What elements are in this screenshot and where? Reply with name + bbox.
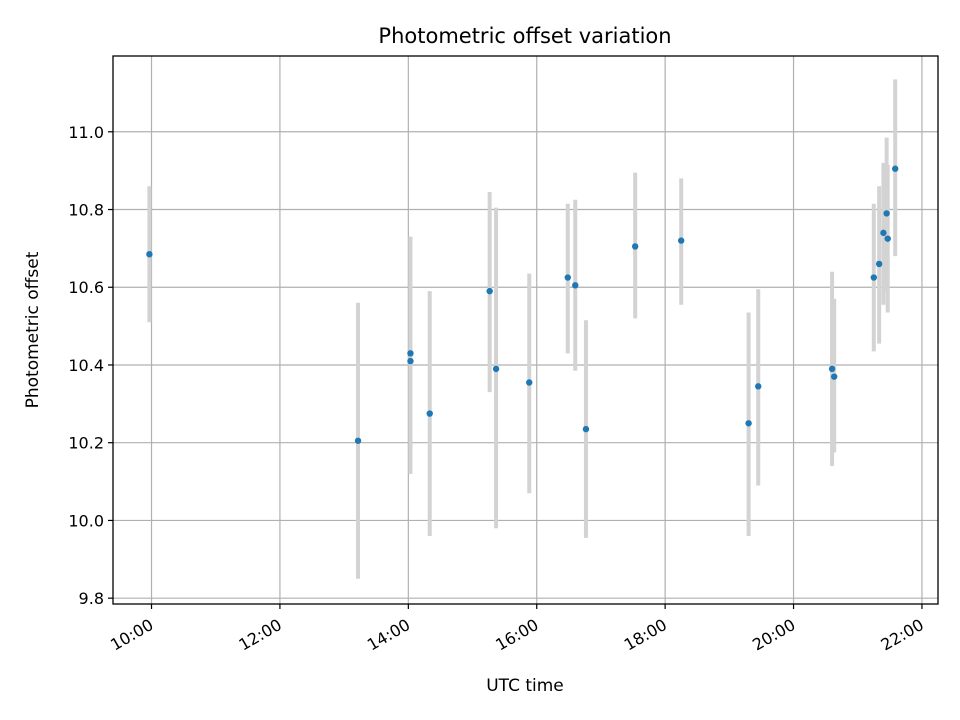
data-point [407, 350, 414, 357]
data-point [891, 165, 899, 172]
grid-layer [113, 56, 938, 604]
y-tick-label: 10.8 [68, 201, 104, 220]
data-point [407, 357, 414, 365]
chart-title: Photometric offset variation [378, 24, 671, 48]
y-axis-label: Photometric offset [23, 251, 43, 408]
x-tick-label: 18:00 [621, 615, 670, 655]
data-point [146, 251, 153, 258]
x-axis-label: UTC time [486, 676, 564, 696]
data-point [828, 365, 836, 373]
data-point [631, 243, 639, 250]
y-tick-label: 10.4 [68, 356, 104, 375]
data-point [354, 437, 362, 444]
data-point [564, 274, 571, 281]
data-point [870, 274, 877, 281]
data-point [831, 373, 838, 380]
data-point [880, 229, 887, 237]
y-tick-label: 10.2 [68, 434, 104, 453]
y-tick-label: 11.0 [68, 123, 104, 142]
data-point [745, 420, 752, 427]
data-point [884, 235, 891, 242]
y-tick-label: 9.8 [79, 589, 104, 608]
data-point [426, 410, 433, 417]
data-point [677, 237, 685, 244]
data-point [883, 210, 890, 217]
y-tick-label: 10.0 [68, 511, 104, 530]
data-point [486, 287, 493, 295]
data-point [582, 425, 590, 433]
errorbar-layer [147, 79, 898, 579]
x-tick-label: 16:00 [492, 615, 541, 655]
point-layer [146, 165, 899, 444]
x-tick-label: 10:00 [107, 615, 156, 655]
x-tick-label: 20:00 [749, 615, 798, 655]
data-point [526, 379, 533, 386]
data-point [492, 365, 500, 373]
y-tick-label: 10.6 [68, 278, 104, 297]
x-tick-label: 12:00 [235, 615, 284, 655]
data-point [875, 260, 883, 268]
plot-frame [112, 55, 939, 605]
data-point [572, 282, 579, 289]
x-tick-label: 14:00 [364, 615, 413, 655]
x-tick-label: 22:00 [878, 615, 927, 655]
data-point [755, 383, 762, 390]
